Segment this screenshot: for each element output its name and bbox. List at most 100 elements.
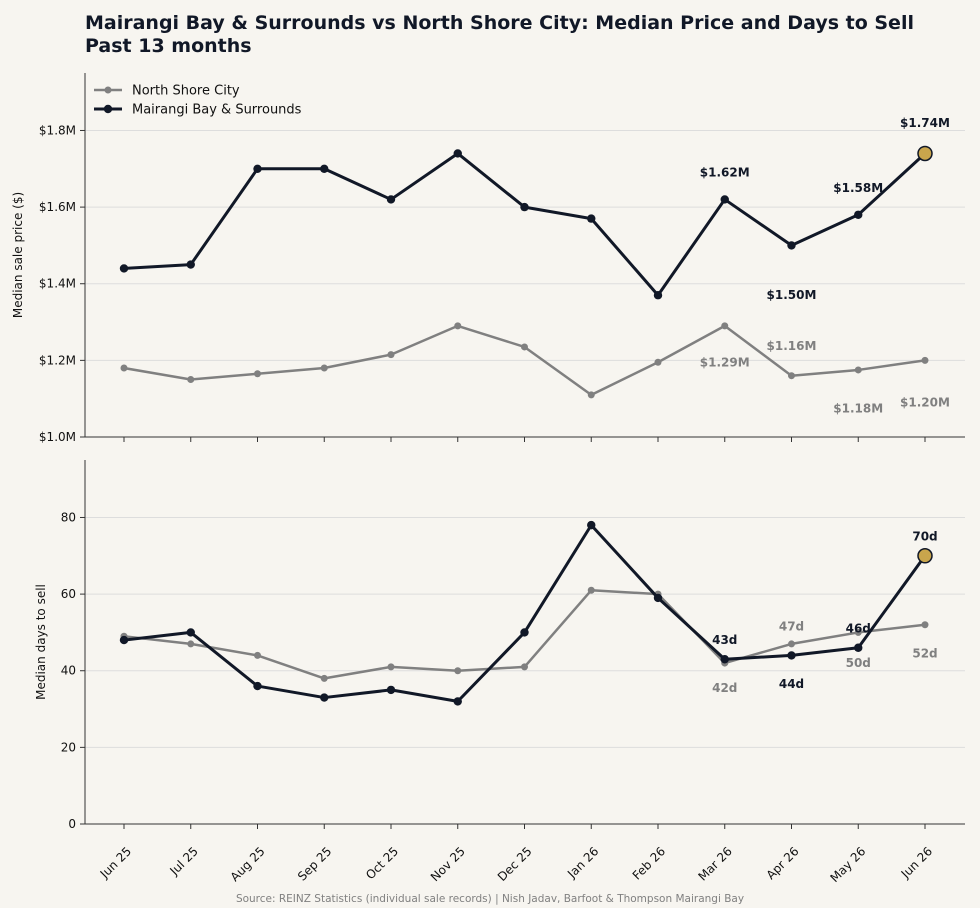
data-label: 70d	[912, 530, 937, 544]
x-tick-label: Sep 25	[295, 844, 334, 883]
data-point	[186, 628, 195, 637]
data-label: $1.29M	[700, 355, 750, 369]
data-point	[453, 697, 462, 706]
legend: North Shore City Mairangi Bay & Surrounds	[94, 84, 302, 118]
legend-swatch-marker	[104, 86, 112, 94]
data-point	[921, 356, 929, 364]
y-tick-label: 80	[61, 510, 76, 524]
data-point	[854, 628, 862, 636]
chart-title: Mairangi Bay & Surrounds vs North Shore …	[85, 12, 914, 58]
data-point	[587, 214, 596, 223]
y-tick-label: $1.4M	[39, 277, 76, 291]
legend-label: Mairangi Bay & Surrounds	[132, 103, 302, 118]
x-tick-label: Jun 25	[97, 844, 134, 881]
data-point	[320, 364, 328, 372]
data-point	[254, 370, 261, 378]
data-point	[721, 322, 729, 330]
latest-highlight-point	[917, 548, 933, 564]
y-axis-label: Median days to sell	[34, 584, 48, 700]
data-point	[386, 685, 396, 695]
x-tick-label: May 26	[827, 844, 868, 885]
panel-days: 0 20 40 60 80 Jun 25 Jul 25 Aug 25 Sep 25 Oct 25 N…	[34, 460, 965, 885]
data-point	[521, 343, 528, 351]
data-point	[521, 663, 528, 671]
data-point	[186, 260, 195, 269]
data-point	[254, 651, 261, 659]
data-point	[921, 621, 929, 629]
x-tick-label: Oct 25	[363, 844, 401, 882]
data-label: 50d	[846, 656, 871, 670]
series-line-mairangi	[123, 151, 927, 297]
chart-title-line1: Mairangi Bay & Surrounds vs North Shore …	[85, 12, 914, 34]
y-tick-label: 0	[68, 817, 76, 831]
data-label: 44d	[779, 677, 804, 691]
data-point	[253, 164, 262, 173]
data-point	[119, 635, 129, 645]
y-axis-label: Median sale price ($)	[11, 192, 25, 318]
data-point	[653, 593, 663, 603]
series-line-mairangi	[123, 523, 927, 703]
x-tick-label: Aug 25	[228, 844, 268, 884]
data-point	[387, 663, 395, 671]
data-point	[320, 164, 329, 173]
data-point	[187, 640, 195, 648]
data-point	[788, 640, 795, 648]
data-label: $1.20M	[900, 396, 950, 410]
data-label: $1.50M	[767, 288, 817, 302]
x-tick-label: Jun 26	[898, 844, 935, 881]
data-label: $1.18M	[833, 401, 883, 415]
data-point	[854, 366, 862, 374]
data-label: $1.74M	[900, 116, 950, 130]
data-point	[253, 681, 262, 691]
y-tick-label: 60	[61, 587, 76, 601]
y-tick-label: $1.0M	[39, 430, 76, 444]
y-tick-label: 20	[61, 740, 76, 754]
data-point	[654, 358, 662, 366]
legend-swatch-marker	[103, 104, 113, 114]
latest-highlight-point	[917, 145, 933, 162]
data-point	[788, 372, 795, 380]
data-point	[120, 364, 128, 372]
panel-price: $1.0M $1.2M $1.4M $1.6M $1.8M Median sale pri…	[11, 73, 965, 444]
data-label: 46d	[846, 622, 871, 636]
data-point	[787, 651, 796, 660]
data-point	[320, 674, 328, 682]
x-tick-label: Jul 25	[167, 844, 201, 878]
data-point	[854, 643, 863, 652]
data-point	[454, 667, 462, 675]
data-point	[587, 520, 596, 530]
chart-title-line2: Past 13 months	[85, 35, 252, 57]
data-point	[520, 202, 529, 212]
y-tick-label: $1.2M	[39, 353, 76, 367]
data-label: 42d	[712, 681, 737, 695]
data-label: 52d	[912, 646, 937, 660]
data-point	[587, 391, 595, 399]
data-point	[854, 210, 863, 219]
x-tick-label: Dec 25	[495, 844, 535, 884]
data-label: $1.62M	[700, 166, 750, 180]
data-point	[720, 195, 729, 204]
data-label: 43d	[712, 633, 737, 647]
data-point	[187, 376, 195, 384]
data-point	[386, 195, 396, 204]
y-tick-label: $1.8M	[39, 123, 76, 137]
y-tick-label: $1.6M	[39, 200, 76, 214]
data-point	[653, 291, 663, 300]
y-tick-label: 40	[61, 664, 76, 678]
data-point	[787, 241, 796, 250]
data-point	[320, 693, 329, 702]
x-tick-label: Jan 26	[564, 844, 601, 881]
data-point	[587, 586, 595, 594]
data-point	[119, 264, 129, 273]
x-tick-label: Nov 25	[428, 844, 468, 884]
data-point	[720, 655, 729, 664]
data-point	[520, 628, 529, 637]
data-point	[454, 322, 462, 330]
data-label: 47d	[779, 620, 804, 634]
data-label: $1.58M	[833, 181, 883, 195]
data-point	[453, 149, 462, 158]
legend-label: North Shore City	[132, 84, 240, 99]
data-label: $1.16M	[767, 339, 817, 353]
x-tick-label: Apr 26	[764, 844, 802, 882]
